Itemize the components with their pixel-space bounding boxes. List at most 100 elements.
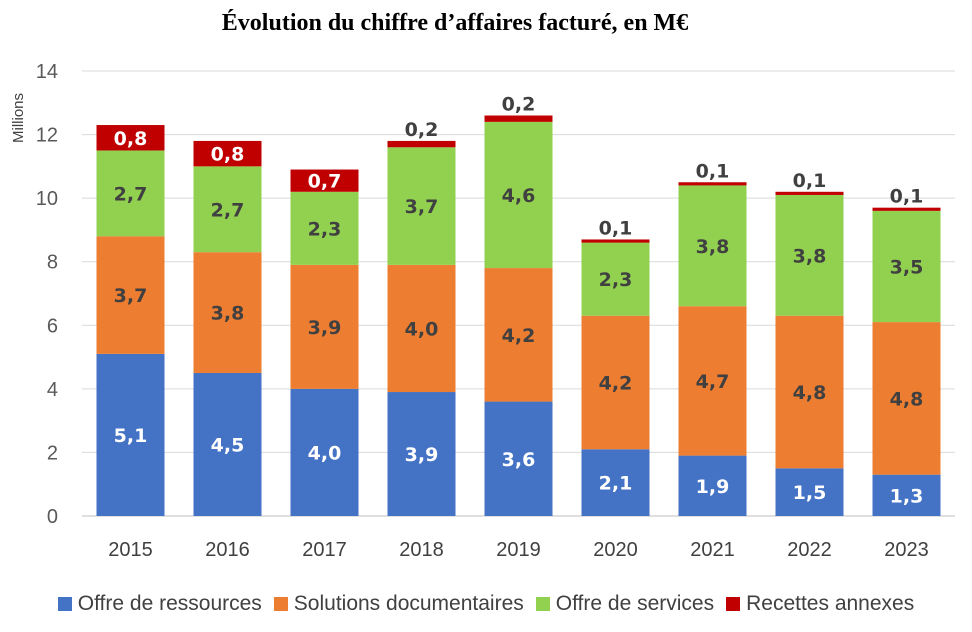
bar-solutions-documentaires-2021 xyxy=(678,306,747,456)
data-label: 2,7 xyxy=(211,199,245,221)
bar-recettes-annexes-2019 xyxy=(484,115,553,122)
legend-label: Solutions documentaires xyxy=(293,592,524,615)
data-label: 2,7 xyxy=(114,183,148,205)
bar-offre-de-ressources-2022 xyxy=(775,468,844,516)
bar-offre-de-services-2022 xyxy=(775,194,844,316)
data-label: 3,5 xyxy=(890,256,924,278)
x-tick-label: 2017 xyxy=(302,539,347,561)
data-label: 3,6 xyxy=(502,449,536,471)
bar-offre-de-services-2015 xyxy=(96,150,165,237)
legend-swatch xyxy=(273,597,288,611)
bar-solutions-documentaires-2015 xyxy=(96,236,165,354)
bar-solutions-documentaires-2017 xyxy=(290,264,359,389)
bar-offre-de-ressources-2019 xyxy=(484,401,553,516)
bar-offre-de-ressources-2023 xyxy=(872,474,941,516)
bar-recettes-annexes-2020 xyxy=(581,239,650,243)
data-label: 0,8 xyxy=(211,144,245,166)
chart-title: Évolution du chiffre d’affaires facturé,… xyxy=(221,10,689,36)
bar-offre-de-services-2018 xyxy=(387,147,456,265)
bar-solutions-documentaires-2020 xyxy=(581,315,650,450)
y-tick-label: 14 xyxy=(36,61,58,83)
data-label: 0,1 xyxy=(599,217,633,239)
data-label: 3,8 xyxy=(211,303,245,325)
bar-offre-de-services-2023 xyxy=(872,210,941,323)
data-label: 1,3 xyxy=(890,485,924,507)
data-label: 0,1 xyxy=(793,170,827,192)
x-tick-label: 2020 xyxy=(593,539,638,561)
x-tick-label: 2022 xyxy=(787,539,832,561)
legend-label: Offre de ressources xyxy=(77,592,262,615)
legend-swatch xyxy=(57,597,72,611)
bar-offre-de-ressources-2018 xyxy=(387,392,456,516)
data-label: 3,7 xyxy=(405,196,439,218)
stacked-bar-chart: 0 2 4 6 8 10 12 14 Millions 5,1 3,7 2,7 0,8 2015 4,5 3,… xyxy=(10,61,955,561)
legend-label: Offre de services xyxy=(555,592,715,615)
bar-offre-de-services-2020 xyxy=(581,242,650,316)
data-label: 4,6 xyxy=(502,185,536,207)
y-tick-label: 6 xyxy=(47,315,58,337)
data-label: 4,8 xyxy=(793,382,827,404)
data-label: 3,8 xyxy=(696,236,730,258)
legend-item: Offre de services xyxy=(535,592,715,616)
data-label: 1,9 xyxy=(696,476,730,498)
legend-swatch xyxy=(726,597,741,611)
data-label: 4,2 xyxy=(599,373,633,395)
bar-solutions-documentaires-2018 xyxy=(387,264,456,393)
chart-legend: Offre de ressources Solutions documentair… xyxy=(0,592,972,616)
y-tick-label: 8 xyxy=(47,252,58,274)
data-label: 2,1 xyxy=(599,473,633,495)
data-label: 3,8 xyxy=(793,245,827,267)
y-tick-label: 0 xyxy=(47,506,58,528)
data-label: 4,0 xyxy=(308,442,342,464)
bar-offre-de-ressources-2017 xyxy=(290,388,359,516)
bar-recettes-annexes-2016 xyxy=(193,140,262,167)
bar-offre-de-services-2017 xyxy=(290,191,359,265)
bar-offre-de-ressources-2021 xyxy=(678,455,747,516)
data-label: 4,8 xyxy=(890,388,924,410)
y-tick-label: 4 xyxy=(47,379,58,401)
bar-recettes-annexes-2017 xyxy=(290,169,359,192)
data-label: 2,3 xyxy=(599,269,633,291)
bar-offre-de-services-2021 xyxy=(678,185,747,307)
bar-offre-de-services-2016 xyxy=(193,166,262,253)
bar-solutions-documentaires-2023 xyxy=(872,322,941,475)
bar-solutions-documentaires-2016 xyxy=(193,252,262,373)
x-tick-label: 2021 xyxy=(690,539,735,561)
data-label: 1,5 xyxy=(793,482,827,504)
x-tick-label: 2015 xyxy=(108,539,153,561)
bar-recettes-annexes-2022 xyxy=(775,191,844,195)
bar-solutions-documentaires-2022 xyxy=(775,315,844,469)
data-label: 0,1 xyxy=(696,160,730,182)
bar-recettes-annexes-2023 xyxy=(872,207,941,211)
data-label: 0,8 xyxy=(114,128,148,150)
data-label: 4,0 xyxy=(405,318,439,340)
legend-label: Recettes annexes xyxy=(746,592,915,615)
data-label: 4,2 xyxy=(502,325,536,347)
bar-offre-de-ressources-2016 xyxy=(193,372,262,516)
data-label: 0,1 xyxy=(890,186,924,208)
data-label: 3,9 xyxy=(405,444,439,466)
legend-item: Offre de ressources xyxy=(57,592,262,616)
bar-offre-de-ressources-2020 xyxy=(581,449,650,516)
data-label: 4,7 xyxy=(696,371,730,393)
y-axis-label: Millions xyxy=(10,93,27,143)
data-label: 0,2 xyxy=(405,119,439,141)
data-label: 5,1 xyxy=(114,425,148,447)
y-tick-label: 12 xyxy=(36,125,58,147)
bar-offre-de-ressources-2015 xyxy=(96,353,165,516)
x-tick-label: 2019 xyxy=(496,539,541,561)
data-label: 0,7 xyxy=(308,171,342,193)
y-tick-label: 10 xyxy=(36,188,58,210)
x-tick-label: 2016 xyxy=(205,539,250,561)
y-tick-label: 2 xyxy=(47,442,58,464)
data-label: 0,2 xyxy=(502,94,536,116)
legend-swatch xyxy=(535,597,550,611)
bar-recettes-annexes-2021 xyxy=(678,182,747,186)
x-tick-label: 2023 xyxy=(884,539,929,561)
legend-item: Solutions documentaires xyxy=(273,592,524,616)
legend-item: Recettes annexes xyxy=(726,592,914,616)
data-label: 4,5 xyxy=(211,434,245,456)
x-tick-label: 2018 xyxy=(399,539,444,561)
bar-recettes-annexes-2018 xyxy=(387,140,456,148)
